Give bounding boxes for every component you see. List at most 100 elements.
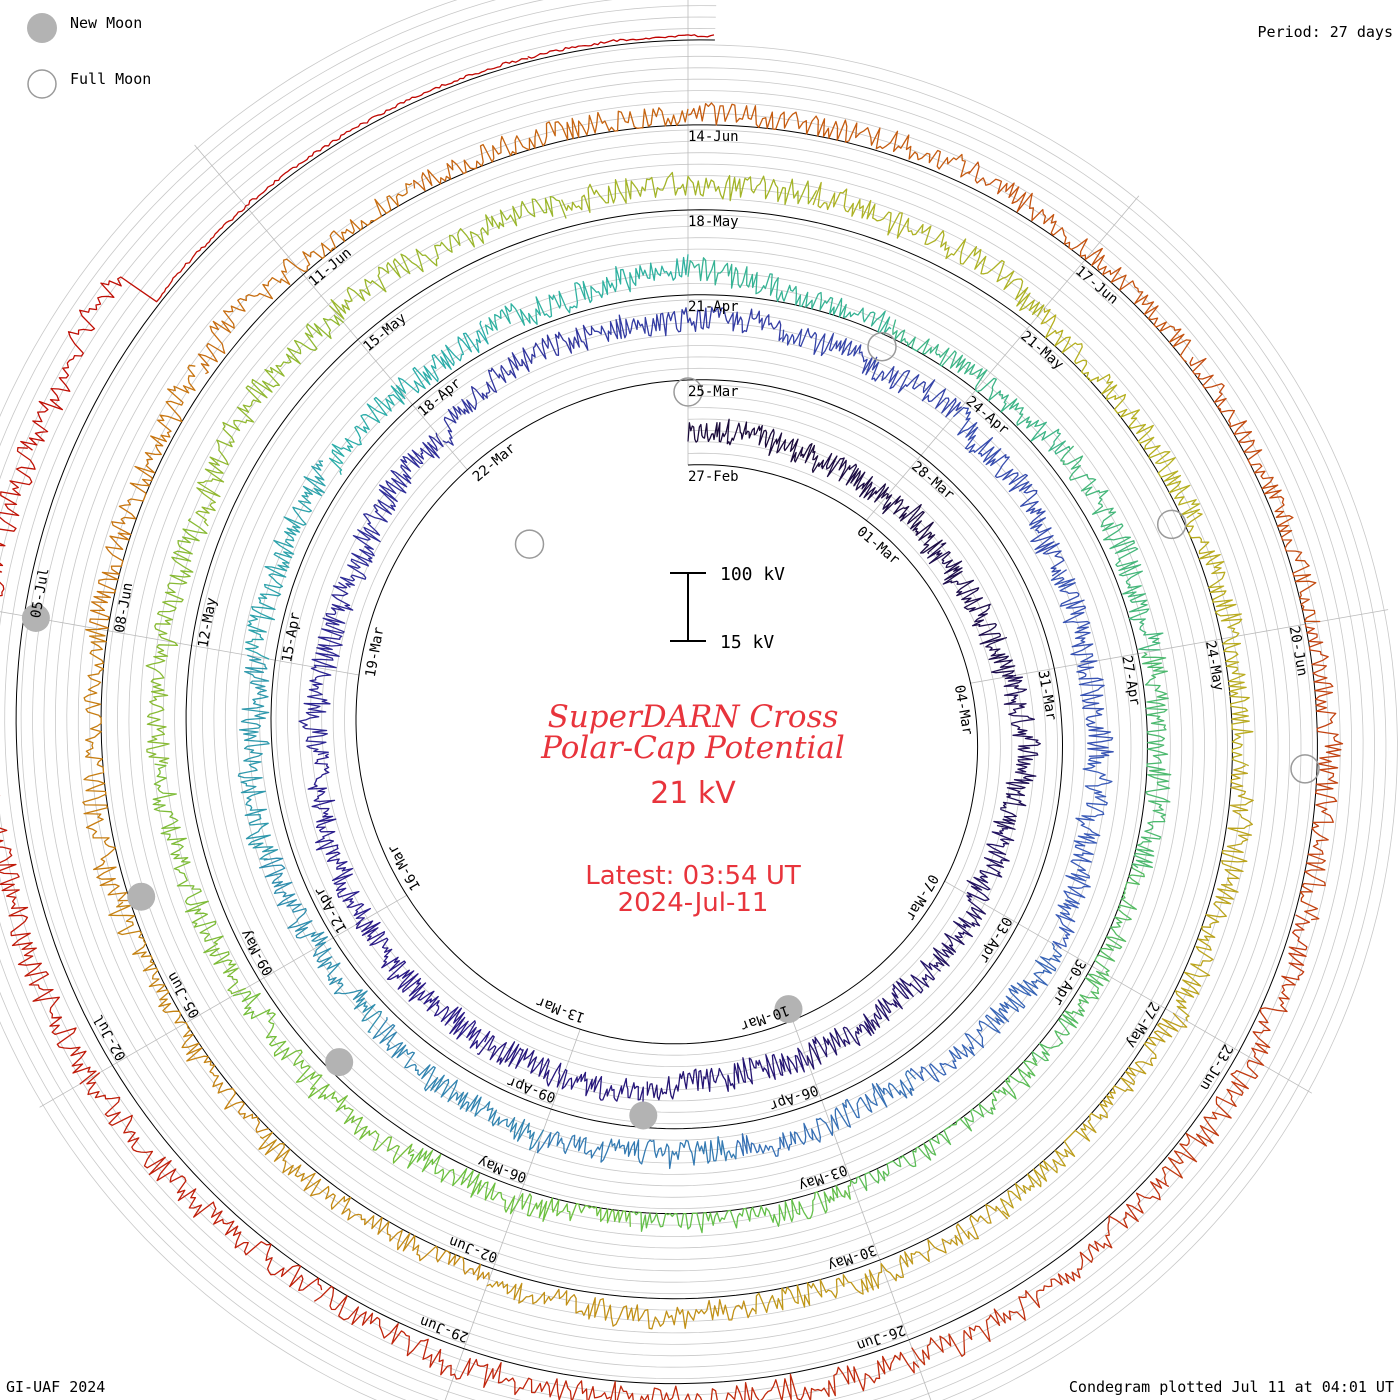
current-value: 21 kV <box>650 776 736 811</box>
potential-series-segment <box>355 920 491 1049</box>
scale-top-label: 100 kV <box>720 564 785 585</box>
potential-series-segment <box>927 542 1016 677</box>
potential-series-segment <box>407 1147 631 1227</box>
credit-label: GI-UAF 2024 <box>6 1378 106 1396</box>
full-moon-marker <box>1156 509 1187 540</box>
radial-spoke <box>551 1029 581 1109</box>
potential-series-segment <box>258 857 383 1034</box>
potential-series-segment <box>806 960 941 1070</box>
full-moon-marker <box>514 529 545 559</box>
radial-spoke <box>879 1259 909 1340</box>
potential-series-segment <box>1052 756 1113 949</box>
radial-spoke <box>358 340 413 405</box>
potential-series-segment <box>812 181 1045 318</box>
radial-spoke <box>865 455 921 521</box>
potential-series-segment <box>245 460 326 660</box>
potential-series-segment <box>993 674 1041 830</box>
potential-series-segment <box>850 1057 1038 1192</box>
potential-series-segment <box>20 205 247 451</box>
date-tick-label: 30-May <box>825 1241 878 1273</box>
potential-series-segment <box>735 1070 917 1157</box>
potential-series-segment <box>1174 764 1254 1022</box>
date-tick-label: 26-Jun <box>855 1321 908 1353</box>
scale-bottom-label: 15 kV <box>720 632 774 653</box>
new-moon-marker <box>774 995 803 1024</box>
potential-series-segment <box>1161 914 1311 1185</box>
radial-spoke <box>39 1064 113 1108</box>
date-tick-label: 13-Mar <box>534 993 587 1025</box>
potential-series-segment <box>1060 445 1164 651</box>
date-tick-label: 06-May <box>476 1153 529 1185</box>
radial-spoke <box>412 405 468 471</box>
potential-series-segment <box>1050 569 1114 757</box>
potential-series-segment <box>821 452 943 555</box>
date-tick-label: 27-Feb <box>688 469 739 485</box>
baseline-layer <box>15 39 1318 1385</box>
full-moon-marker <box>673 377 703 407</box>
potential-series-segment <box>89 364 196 630</box>
date-tick-label: 25-Mar <box>688 384 739 400</box>
radial-spoke <box>113 1022 187 1066</box>
radial-spoke <box>1137 638 1221 655</box>
potential-series-segment <box>0 795 97 1085</box>
potential-series-segment <box>245 58 529 207</box>
date-tick-label: 10-Mar <box>738 1002 791 1034</box>
potential-series-segment <box>328 320 489 476</box>
potential-series-segment <box>646 1047 809 1101</box>
radial-spoke <box>192 645 276 661</box>
new-moon-marker <box>127 882 156 911</box>
radial-spoke <box>248 209 304 275</box>
radial-spoke <box>276 660 360 676</box>
potential-series-segment <box>536 1131 738 1170</box>
potential-series-segment <box>527 34 715 59</box>
grid-spiral <box>0 16 1341 1400</box>
radial-spoke <box>1091 965 1165 1009</box>
potential-series-segment <box>561 171 818 214</box>
radial-spoke <box>108 630 192 646</box>
new-moon-marker <box>325 1048 354 1077</box>
title-line1: SuperDARN Cross <box>548 699 839 735</box>
potential-series-segment <box>687 102 971 178</box>
radial-spoke <box>975 325 1030 391</box>
period-label: Period: 27 days <box>1257 23 1393 41</box>
moon-layer <box>21 331 1320 1130</box>
potential-series-segment <box>339 432 444 588</box>
potential-series-segment <box>258 1131 490 1281</box>
radial-spoke <box>260 937 334 981</box>
new-moon-marker <box>21 604 50 632</box>
radial-spoke <box>944 880 1018 924</box>
potential-series-segment <box>1189 356 1321 623</box>
radial-spoke <box>463 1268 494 1348</box>
potential-series-segment <box>413 107 689 192</box>
potential-series-segment <box>82 628 129 902</box>
potential-series-segment <box>609 1351 920 1400</box>
potential-series-segment <box>237 654 279 860</box>
latest-date: 2024-Jul-11 <box>618 888 769 918</box>
potential-series-segment <box>952 406 1065 577</box>
radial-spoke <box>908 1339 932 1400</box>
new-moon-legend-label: New Moon <box>70 14 143 32</box>
new-moon-legend-icon <box>27 13 57 43</box>
potential-series-segment <box>687 257 892 335</box>
new-moon-marker <box>629 1101 658 1130</box>
radial-spoke <box>186 979 260 1023</box>
radial-spoke <box>850 1179 880 1260</box>
date-tick-label: 04-Mar <box>951 684 976 737</box>
potential-series-segment <box>195 314 344 527</box>
date-tick-label: 14-Jun <box>688 129 739 145</box>
center-title: SuperDARN Cross Polar-Cap Potential 21 k… <box>540 699 845 918</box>
potential-series-segment <box>329 196 567 320</box>
series-layer <box>0 34 1344 1400</box>
potential-series-segment <box>591 306 783 342</box>
potential-series-segment <box>232 990 415 1164</box>
title-line2: Polar-Cap Potential <box>540 730 845 766</box>
potential-series-segment <box>0 446 36 597</box>
radial-spoke <box>792 1020 822 1100</box>
radial-spoke <box>1018 923 1092 967</box>
date-tick-label: 09-Apr <box>505 1073 558 1105</box>
full-moon-marker <box>1290 754 1320 784</box>
